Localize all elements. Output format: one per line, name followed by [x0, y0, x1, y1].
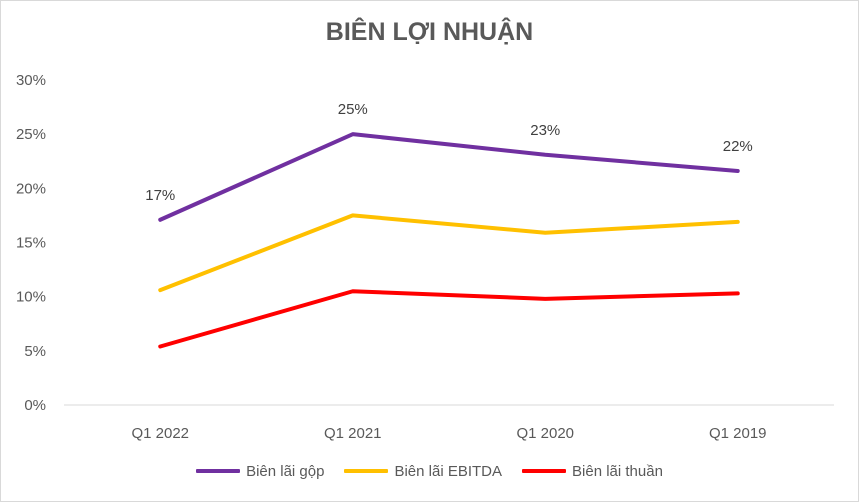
- legend-label: Biên lãi thuần: [572, 462, 663, 480]
- y-tick-label: 0%: [24, 397, 46, 414]
- data-label: 17%: [145, 187, 175, 204]
- y-tick-label: 20%: [16, 180, 46, 197]
- legend-item-2: Biên lãi thuần: [522, 463, 663, 480]
- legend-item-0: Biên lãi gộp: [196, 463, 324, 480]
- y-tick-label: 5%: [24, 343, 46, 360]
- x-tick-label: Q1 2021: [324, 425, 382, 442]
- data-label: 22%: [723, 138, 753, 155]
- series-line-2: [158, 289, 740, 349]
- legend-swatch: [522, 469, 567, 473]
- x-axis: Q1 2022 Q1 2021 Q1 2020 Q1 2019: [64, 404, 834, 442]
- y-tick-label: 30%: [16, 72, 46, 89]
- legend-label: Biên lãi EBITDA: [394, 462, 503, 480]
- x-tick-label: Q1 2020: [516, 425, 574, 442]
- data-label: 25%: [338, 101, 368, 118]
- chart-title: BIÊN LỢI NHUẬN: [325, 18, 534, 46]
- series-line-1: [158, 213, 740, 293]
- x-tick-label: Q1 2022: [131, 425, 189, 442]
- legend-swatch: [196, 469, 241, 473]
- series-layer: [158, 132, 740, 349]
- x-tick-label: Q1 2019: [709, 425, 767, 442]
- y-tick-label: 10%: [16, 289, 46, 306]
- legend-item-1: Biên lãi EBITDA: [344, 463, 502, 480]
- legend: Biên lãi gộp Biên lãi EBITDA Biên lãi thuầ…: [0, 459, 859, 483]
- y-axis: 0% 5% 10% 15% 20% 25% 30%: [16, 72, 46, 414]
- data-label-layer: 17% 25% 23% 22%: [145, 101, 753, 204]
- y-tick-label: 15%: [16, 235, 46, 252]
- legend-label: Biên lãi gộp: [246, 462, 325, 480]
- series-line-0: [158, 132, 740, 222]
- y-tick-label: 25%: [16, 126, 46, 143]
- data-label: 23%: [530, 122, 560, 139]
- legend-swatch: [344, 469, 389, 473]
